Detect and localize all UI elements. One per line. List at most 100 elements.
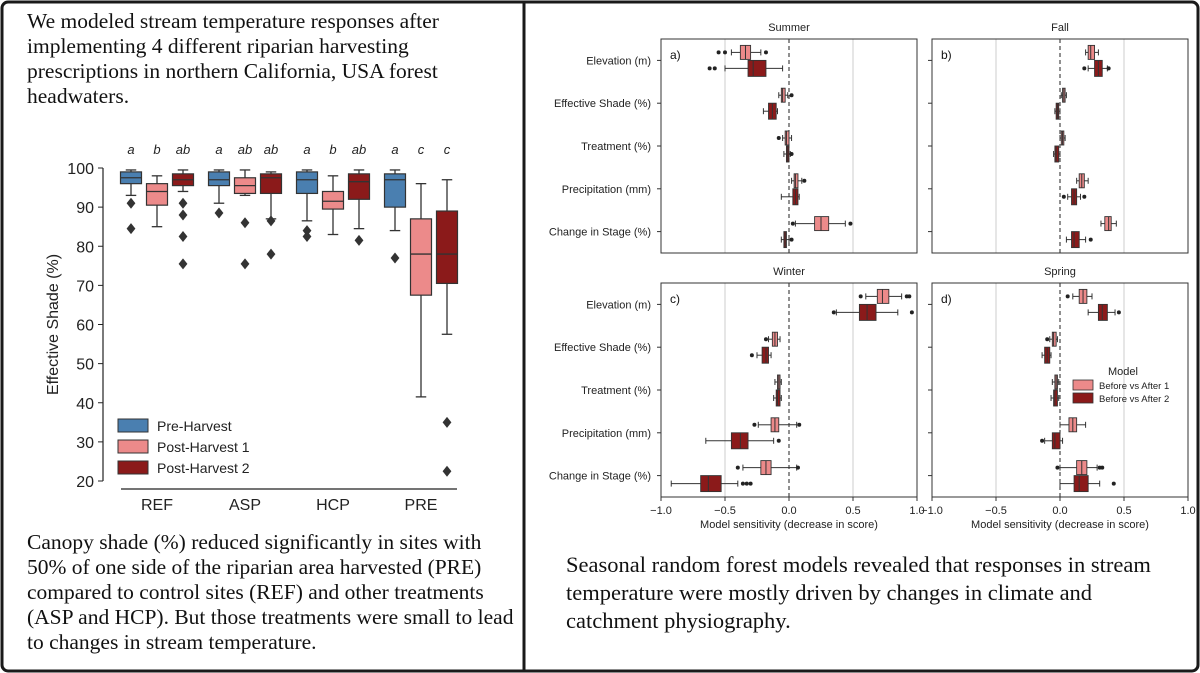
y-tick-label: 70 xyxy=(76,278,94,295)
sensitivity-boxplots: Summer a) Elevation (m) Effective Shade (%)… xyxy=(549,22,1196,531)
y-tick-label: 90 xyxy=(76,200,94,217)
outlier-point xyxy=(735,465,740,470)
significance-letter: a xyxy=(127,142,134,157)
outlier-point xyxy=(178,258,188,270)
y-tick-label: 30 xyxy=(76,435,94,452)
outlier-point xyxy=(442,465,452,477)
panel-letter: c) xyxy=(670,292,680,306)
feature-label: Precipitation (mm) xyxy=(562,184,651,196)
outlier-point xyxy=(848,221,853,226)
feature-label: Precipitation (mm) xyxy=(562,428,651,440)
x-tick-label: REF xyxy=(141,497,173,514)
legend-label: Before vs After 1 xyxy=(1099,381,1169,392)
box xyxy=(876,288,890,304)
feature-label: Treatment (%) xyxy=(581,141,651,153)
significance-letter: ab xyxy=(264,142,278,157)
outlier-point xyxy=(776,136,781,140)
outlier-point xyxy=(1111,481,1116,486)
outlier-point xyxy=(240,258,250,270)
x-axis-label: Model sensitivity (decrease in score) xyxy=(971,519,1149,531)
outlier-point xyxy=(763,337,768,342)
x-tick-label: PRE xyxy=(405,497,438,514)
significance-letter: b xyxy=(153,142,160,157)
outlier-point xyxy=(1116,310,1121,315)
outlier-point xyxy=(178,197,188,209)
feature-label: Treatment (%) xyxy=(581,385,651,397)
intro-text: We modeled stream temperature responses … xyxy=(27,9,439,108)
panel-fall: Fall b) xyxy=(928,22,1189,254)
outlier-point xyxy=(723,50,727,55)
outlier-point xyxy=(740,481,745,486)
box xyxy=(780,87,786,103)
significance-letter: ab xyxy=(352,142,366,157)
outlier-point xyxy=(789,93,794,98)
box xyxy=(775,389,781,407)
outlier-point xyxy=(907,294,912,299)
x-tick-label: 0.0 xyxy=(1052,505,1067,517)
outlier-point xyxy=(1040,438,1045,443)
significance-letter: c xyxy=(444,142,451,157)
x-tick-label: 0.5 xyxy=(1116,505,1131,517)
panel-letter: a) xyxy=(670,48,681,62)
outlier-point xyxy=(1061,194,1066,199)
outlier-point xyxy=(1100,465,1105,470)
outlier-point xyxy=(716,50,721,55)
box xyxy=(435,210,459,285)
outlier-point xyxy=(858,294,863,299)
box xyxy=(295,171,319,195)
y-axis-label: Effective Shade (%) xyxy=(45,254,62,395)
feature-label: Change in Stage (%) xyxy=(549,227,651,239)
panel-title: Spring xyxy=(1044,266,1076,278)
panel-winter: Winter c) Elevation (m) Effective Shade (%)… xyxy=(549,266,925,531)
box xyxy=(747,59,767,77)
outlier-point xyxy=(749,353,754,358)
box xyxy=(1053,389,1058,407)
outlier-point xyxy=(909,310,914,315)
legend-title: Model xyxy=(1108,366,1138,378)
outlier-point xyxy=(790,221,795,226)
legend-label: Before vs After 2 xyxy=(1099,394,1169,405)
feature-label: Effective Shade (%) xyxy=(554,98,651,110)
panel-summer: Summer a) Elevation (m) Effective Shade (%)… xyxy=(549,22,918,254)
outlier-point xyxy=(712,66,717,71)
x-tick-label: 0.0 xyxy=(781,505,796,517)
outlier-point xyxy=(126,197,136,209)
box xyxy=(858,303,877,321)
y-tick-label: 100 xyxy=(67,161,94,178)
outlier-point xyxy=(748,481,753,486)
y-tick-label: 60 xyxy=(76,318,94,335)
panel-title: Summer xyxy=(768,22,810,34)
significance-letter: a xyxy=(303,142,310,157)
outlier-point xyxy=(797,422,802,427)
outlier-point xyxy=(789,152,794,156)
panel-letter: d) xyxy=(941,292,952,306)
significance-letter: a xyxy=(215,142,222,157)
panel-spring: Spring d) −1.0 −0.5 0.0 0.5 1.0 Model sensitivi… xyxy=(921,266,1196,531)
outlier-point xyxy=(1082,194,1087,199)
feature-label: Change in Stage (%) xyxy=(549,471,651,483)
y-tick-label: 50 xyxy=(76,357,94,374)
significance-letter: a xyxy=(391,142,398,157)
outlier-point xyxy=(789,237,794,242)
x-tick-label: −1.0 xyxy=(921,505,943,517)
outlier-point xyxy=(240,217,250,229)
outlier-point xyxy=(744,481,749,486)
significance-letter: c xyxy=(418,142,425,157)
box xyxy=(761,346,769,364)
x-tick-label: 0.5 xyxy=(845,505,860,517)
model-legend: Model Before vs After 1 Before vs After 2 xyxy=(1072,366,1169,405)
panel-title: Winter xyxy=(773,266,805,278)
feature-label: Elevation (m) xyxy=(586,55,651,67)
panel-title: Fall xyxy=(1051,22,1069,34)
feature-label: Effective Shade (%) xyxy=(554,342,651,354)
significance-letter: ab xyxy=(176,142,190,157)
shade-caption: Canopy shade (%) reduced significantly i… xyxy=(27,530,514,654)
box xyxy=(1073,475,1089,493)
outlier-point xyxy=(1045,337,1050,342)
outlier-point xyxy=(126,223,136,235)
legend-label: Pre-Harvest xyxy=(157,418,232,434)
box xyxy=(700,475,722,493)
outlier-point xyxy=(178,209,188,221)
